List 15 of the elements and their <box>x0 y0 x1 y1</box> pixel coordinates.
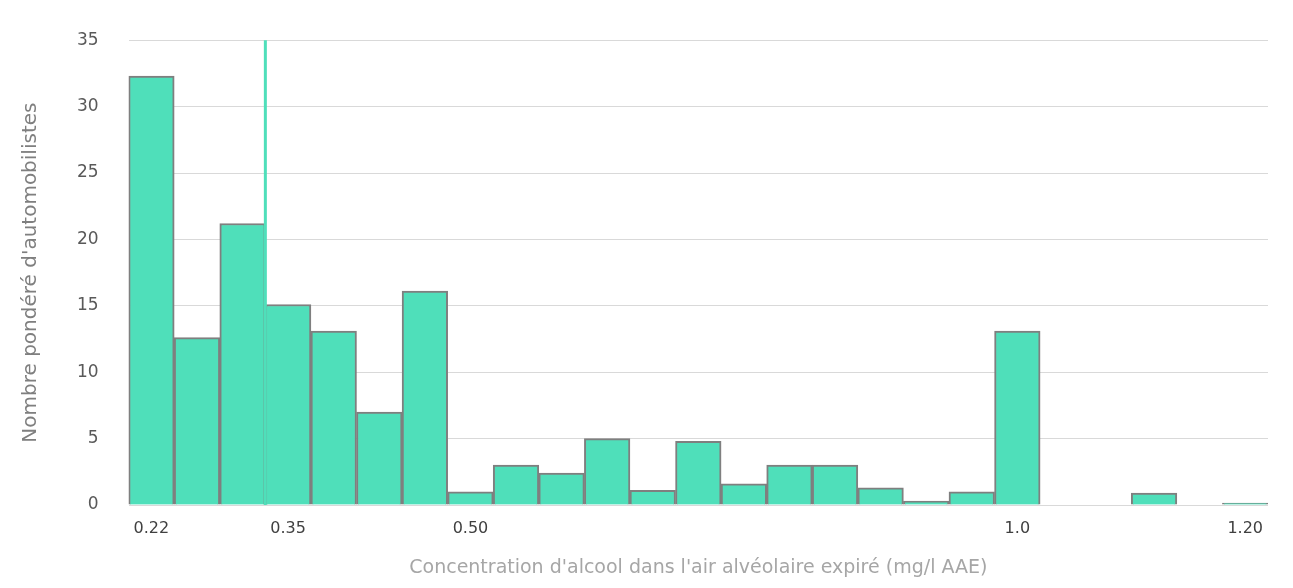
y-tick-label: 25 <box>76 161 99 182</box>
y-tick-label: 0 <box>87 493 99 514</box>
y-tick-label: 30 <box>76 95 99 116</box>
y-tick-label: 5 <box>87 427 99 448</box>
x-tick-label: 1.20 <box>1227 517 1264 537</box>
x-axis-title: Concentration d'alcool dans l'air alvéolaire expiré (mg/l AAE) <box>409 554 988 577</box>
y-tick-label: 35 <box>76 28 99 49</box>
x-tick-label: 0.50 <box>452 517 489 537</box>
y-tick-label: 20 <box>76 227 99 248</box>
y-tick-label: 10 <box>76 360 99 381</box>
x-tick-label: 1.0 <box>1004 517 1031 537</box>
x-tick-label: 0.35 <box>270 517 306 537</box>
y-tick-label: 15 <box>76 294 99 315</box>
x-tick-label: 0.22 <box>133 517 170 537</box>
y-axis-title: Nombre pondéré d'automobilistes <box>17 102 42 443</box>
